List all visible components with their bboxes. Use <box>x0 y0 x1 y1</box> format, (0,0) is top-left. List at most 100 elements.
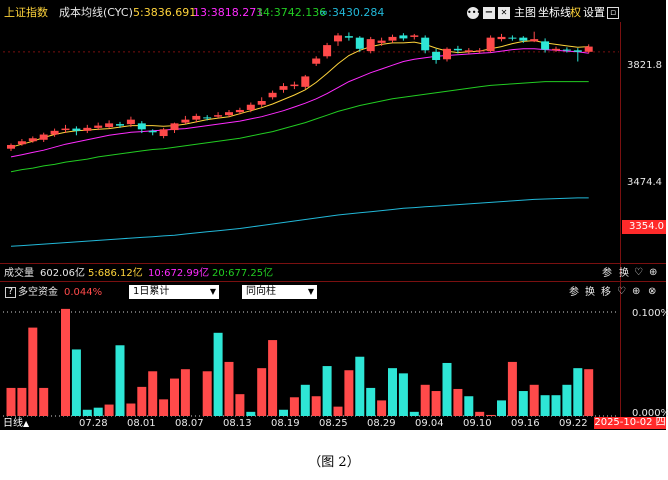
candle-body <box>301 76 310 87</box>
date-tick-label: 09.04 <box>415 418 444 429</box>
money-flow-value: 0.044% <box>64 287 103 298</box>
coordinate-line-button[interactable]: 坐标线 <box>538 6 571 19</box>
money-flow-bar <box>268 340 278 416</box>
money-flow-bar <box>562 384 572 416</box>
candle-body <box>94 125 103 128</box>
rights-adjust-button[interactable]: 权 <box>570 6 581 19</box>
candle-body <box>268 92 277 98</box>
money-flow-bar <box>71 349 81 416</box>
money-flow-bar <box>420 384 430 416</box>
money-flow-bar <box>464 396 474 416</box>
candle-body <box>279 86 288 90</box>
main-chart-button[interactable]: 主图 <box>514 6 536 19</box>
money-flow-bar <box>573 368 583 416</box>
money-flow-bar <box>61 308 70 416</box>
candle-body <box>225 112 233 116</box>
candle-body <box>105 123 114 128</box>
candle-body <box>7 144 15 149</box>
period-selector[interactable]: 日线▲ <box>3 417 29 430</box>
money-flow-bar <box>93 407 103 416</box>
bar-mode-select[interactable]: 同向柱 ▼ <box>242 285 317 299</box>
candle-body <box>573 50 582 52</box>
candle-body <box>432 51 441 61</box>
volume-zoom-icon[interactable]: ⊕ <box>649 267 658 278</box>
candle-body <box>290 84 299 87</box>
money-params-button[interactable]: 参 <box>569 287 579 298</box>
money-flow-bar <box>115 345 125 416</box>
candle-body <box>50 130 59 135</box>
candle-body <box>334 35 342 42</box>
accumulate-period-select[interactable]: 1日累计 ▼ <box>129 285 219 299</box>
ma_inf-line <box>10 197 589 247</box>
minimize-icon[interactable]: − <box>483 7 495 19</box>
price-chart[interactable] <box>3 22 619 262</box>
close-icon[interactable]: ✕ <box>498 7 510 19</box>
candle-body <box>497 36 506 40</box>
candle-body <box>562 49 571 51</box>
volume-params-button[interactable]: 参 <box>602 268 612 279</box>
money-flow-bar <box>180 369 190 416</box>
volume-ma10: 10:672.99亿 <box>148 268 210 279</box>
volume-switch-button[interactable]: 换 <box>619 268 629 279</box>
date-tick-label: 08.29 <box>367 418 396 429</box>
candle-body <box>257 101 266 105</box>
money-flow-bar <box>551 395 561 416</box>
axis-divider <box>620 22 621 427</box>
money-flow-bar <box>39 387 49 416</box>
stock-chart-window: 上证指数 成本均线(CYC) 5:3836.691 13:3818.271 34… <box>0 0 668 430</box>
money-flow-bar <box>486 414 496 416</box>
candle-body <box>203 117 212 119</box>
volume-divider <box>0 263 666 264</box>
ma5-line <box>10 40 589 148</box>
money-flow-bar <box>409 411 419 416</box>
money-flow-bar <box>431 391 441 416</box>
date-tick-label: 07.28 <box>79 418 108 429</box>
money-flow-bar <box>148 371 158 416</box>
candle-body <box>410 35 419 37</box>
cyc34-value: 34:3742.136 <box>256 6 327 19</box>
current-price-tag: 3354.0 <box>622 220 666 234</box>
accumulate-period-value: 1日累计 <box>133 286 170 297</box>
date-tick-label: 09.10 <box>463 418 492 429</box>
money-flow-bar <box>17 387 27 416</box>
cyc13-value: 13:3818.271 <box>193 6 264 19</box>
money-move-button[interactable]: 移 <box>601 287 611 298</box>
money-tick-top: 0.100% <box>632 308 668 319</box>
candle-body <box>148 130 157 133</box>
money-flow-chart[interactable] <box>3 300 619 418</box>
candle-body <box>453 48 462 51</box>
indicator-name[interactable]: 成本均线(CYC) <box>59 6 133 19</box>
money-help-icon[interactable]: ♡ <box>617 286 626 297</box>
volume-label[interactable]: 成交量 <box>4 268 34 279</box>
money-flow-bar <box>279 409 288 416</box>
question-icon[interactable]: ? <box>5 287 16 298</box>
money-zoom-icon[interactable]: ⊕ <box>632 286 641 297</box>
volume-ma20: 20:677.25亿 <box>212 268 274 279</box>
candle-body <box>235 109 244 113</box>
money-flow-bar <box>126 403 136 416</box>
money-flow-bar <box>137 386 147 416</box>
money-flow-label[interactable]: 多空资金 <box>18 287 58 298</box>
money-flow-bar <box>453 388 463 416</box>
settings-button[interactable]: 设置 <box>583 6 605 19</box>
date-tick-label: 08.01 <box>127 418 156 429</box>
candle-body <box>83 127 92 131</box>
index-name[interactable]: 上证指数 <box>4 6 48 19</box>
date-axis <box>0 418 666 430</box>
money-close-icon[interactable]: ⊗ <box>648 286 657 297</box>
candle-body <box>126 119 135 125</box>
expand-icon[interactable]: ▫ <box>607 7 619 19</box>
ma13-line <box>10 48 589 158</box>
money-flow-bar <box>398 373 408 416</box>
date-tick-label: 08.25 <box>319 418 348 429</box>
volume-help-icon[interactable]: ♡ <box>634 267 643 278</box>
money-tick-bottom: 0.000% <box>632 408 668 419</box>
chevron-down-icon: ▼ <box>209 287 216 296</box>
volume-ma5: 5:686.12亿 <box>88 268 143 279</box>
price-tick-high: 3821.8 <box>627 60 662 71</box>
candle-body <box>399 35 408 39</box>
menu-dots-icon[interactable]: ••• <box>467 7 482 19</box>
money-switch-button[interactable]: 换 <box>585 287 595 298</box>
money-flow-bar <box>507 361 517 416</box>
money-flow-bar <box>170 378 179 416</box>
